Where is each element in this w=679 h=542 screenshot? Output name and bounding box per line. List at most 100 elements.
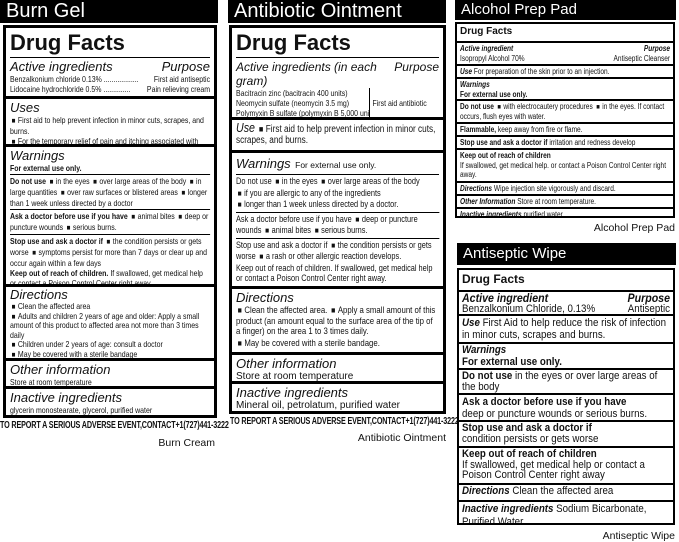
text-block: Do not use with electrocautery procedure…: [460, 102, 670, 121]
flammable-label: Flammable,: [460, 125, 497, 134]
use-heading: Use: [236, 120, 255, 135]
antibiotic-title: Antibiotic Ointment: [228, 0, 446, 23]
keep-out-text: Keep out of reach of children. If swallo…: [236, 262, 433, 284]
directions-heading: Directions: [460, 184, 493, 193]
text-block: Other Information Store at room temperat…: [457, 194, 673, 207]
text-block: Stop use and ask a doctor if irritation …: [457, 135, 673, 148]
divider: [236, 211, 440, 213]
text-block: Use For preparation of the skin prior to…: [457, 64, 673, 77]
direction-item: Clean the affected area.: [236, 305, 327, 316]
alcohol-prep-drug-facts-panel: Drug Facts Active ingredient Purpose Isopr…: [455, 22, 675, 218]
directions-section: Directions Clean the affected areaAdults…: [6, 284, 214, 358]
other-information-text: Store at room temperature: [236, 371, 354, 381]
ask-doctor-label: Ask a doctor before use if you have: [462, 396, 627, 408]
adverse-event-contact: TO REPORT A SERIOUS ADVERSE EVENT,CONTAC…: [230, 416, 459, 427]
active-ingredients-section: Drug Facts Active ingredients Purpose Ben…: [6, 28, 214, 96]
text-block: Other information Store at room temperat…: [232, 352, 443, 381]
text-block: Directions: [462, 485, 510, 497]
text-block: Keep out of reach of children If swallowe…: [460, 151, 670, 180]
directions-text: Wipe injection site vigorously and disca…: [493, 184, 616, 193]
direction-item: Adults and children 2 years of age and o…: [10, 311, 210, 341]
use-heading: Use: [460, 67, 473, 76]
inactive-ingredients-heading: Inactive ingredients: [462, 503, 554, 515]
use-heading: Use: [462, 317, 480, 329]
text-block: Do not use with electrocautery procedure…: [457, 99, 673, 122]
text-block: Do not use in the eyes over large areas …: [236, 176, 439, 211]
external-use-warning: For external use only.: [460, 89, 528, 99]
text-block: Other Information Store at room temperat…: [460, 197, 670, 207]
ingredient-name: Lidocaine hydrochloride 0.5% ...........…: [10, 84, 131, 94]
purpose-label: Purpose: [627, 291, 671, 305]
text-block: Drug Facts: [459, 270, 673, 290]
inactive-ingredients-heading: Inactive ingredients: [460, 210, 522, 218]
text-block: Other Information: [460, 197, 515, 206]
ingredient-name: Benzalkonium Chloride, 0.13%: [462, 302, 596, 314]
active-ingredient-label: Active ingredient: [462, 291, 549, 305]
stop-use-label: Stop use and ask a doctor if: [10, 236, 103, 246]
adverse-event-contact: TO REPORT A SERIOUS ADVERSE EVENT,CONTAC…: [0, 420, 229, 431]
text-block: Warnings For external use only. Do not u…: [232, 150, 443, 286]
direction-item: Children under 2 years of age: consult a…: [10, 339, 210, 350]
text-block: Warnings For external use only.: [462, 344, 670, 368]
ingredient-name: Neomycin sulfate (neomycin 3.5 mg): [236, 98, 350, 108]
flammable-text: keep away from fire or flame.: [497, 125, 583, 134]
text-block: Keep out of reach of children If swallowe…: [459, 446, 673, 483]
purpose-label: Purpose: [643, 44, 671, 53]
text-block: Clean the affected area. Apply a small a…: [236, 305, 439, 349]
antibiotic-drug-facts-panel: Drug Facts Active ingredients (in each g…: [229, 25, 446, 414]
use-item: First aid to help prevent infection in m…: [10, 115, 210, 136]
text-block: Warnings For external use only.: [460, 80, 670, 99]
do-not-use-text: in the eyes or over large areas of the b…: [462, 370, 658, 393]
text-block: Warnings For external use only.: [457, 77, 673, 99]
divider: [236, 174, 439, 175]
do-not-use-label: Do not use: [460, 102, 494, 111]
text-block: Drug Facts Active ingredients (in each g…: [232, 28, 443, 117]
text-block: Lidocaine hydrochloride 0.5% ...........…: [10, 84, 210, 94]
text-block: Warnings For external use only.: [236, 155, 439, 173]
other-information-section: Other information Store at room temperat…: [6, 358, 214, 386]
text-block: Use First Aid to help reduce the risk of…: [459, 314, 673, 342]
text-block: Bacitracin zinc (bacitracin 400 units) Ne…: [236, 88, 370, 117]
text-block: For external use only. Do not use in the…: [10, 163, 211, 284]
keep-out-label: Keep out of reach of children: [462, 448, 597, 460]
text-block: Clean the affected areaAdults and childr…: [10, 301, 210, 358]
text-block: Use First aid to help prevent infection …: [232, 117, 443, 150]
warning-item: a rash or other allergic reaction develo…: [258, 251, 401, 261]
text-block: Active ingredient Purpose: [460, 44, 670, 54]
ask-doctor-label: Ask a doctor before use if you have: [10, 211, 128, 221]
external-use-warning: For external use only.: [295, 160, 377, 170]
directions-text: Clean the affected area: [512, 485, 614, 497]
inactive-ingredients-text: purified water: [523, 210, 563, 218]
text-block: Use: [460, 67, 472, 76]
warning-item: over large areas of the body: [320, 176, 420, 186]
warning-item: if you are allergic to any of the ingred…: [236, 188, 381, 198]
text-block: Benzalkonium chloride 0.13% ............…: [10, 74, 210, 94]
use-text: For preparation of the skin prior to an …: [473, 67, 610, 76]
text-block: Directions Wipe injection site vigorousl…: [457, 181, 673, 194]
text-block: Flammable, keep away from fire or flame.: [457, 122, 673, 135]
text-block: Warnings For external use only.: [459, 342, 673, 368]
warning-item: longer than 1 week unless directed by a …: [236, 199, 398, 209]
text-block: Active ingredient Purpose Isopropyl Alcoho…: [460, 44, 670, 63]
warnings-heading: Warnings: [236, 156, 291, 171]
ask-doctor-text: deep or puncture wounds or serious burns…: [462, 408, 648, 420]
alcohol-prep-title: Alcohol Prep Pad: [455, 0, 676, 20]
inactive-ingredients-section: Inactive ingredients glycerin monosteara…: [6, 386, 214, 415]
text-block: Inactive ingredients Sodium Bicarbonate,…: [459, 500, 673, 523]
uses-heading: Uses: [10, 100, 40, 115]
purpose-label: Purpose: [161, 59, 210, 74]
direction-item: May be covered with a sterile bandage: [10, 349, 210, 358]
text-block: Stop use and ask a doctor if the conditi…: [236, 240, 439, 263]
do-not-use-label: Do not use: [236, 176, 272, 186]
ingredient-purpose: Antiseptic: [627, 302, 671, 314]
text-block: Keep out of reach of children If swallowe…: [457, 148, 673, 181]
purpose-label: Purpose: [394, 60, 439, 74]
do-not-use-label: Do not use: [10, 176, 47, 186]
text-block: Flammable, keep away from fire or flame.: [460, 125, 670, 135]
active-ingredient-label: Active ingredient: [460, 44, 514, 53]
inactive-ingredients-text: Mineral oil, petrolatum, purified water: [236, 400, 400, 411]
text-block: Active ingredient Purpose: [462, 291, 671, 305]
warning-item: over large areas of the body: [92, 176, 187, 186]
text-block: Isopropyl Alcohol 70% Antiseptic Cleanser: [460, 54, 670, 64]
warning-item: in the eyes: [48, 176, 90, 186]
